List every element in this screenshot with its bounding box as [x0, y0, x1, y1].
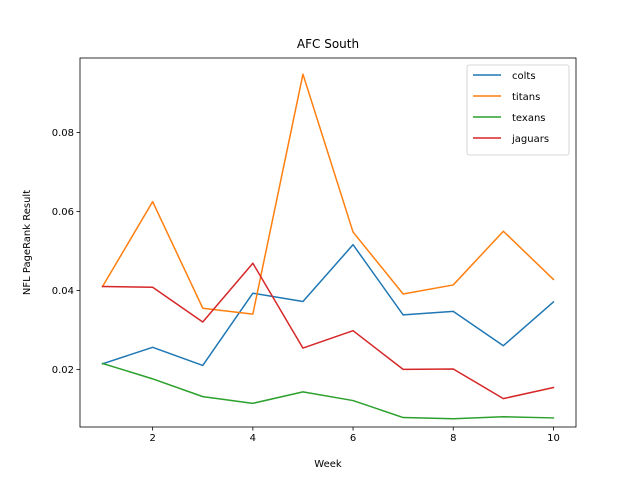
series-line-titans — [101, 73, 555, 315]
x-tick-label: 6 — [350, 433, 356, 444]
legend: colts titans texans jaguars — [466, 64, 570, 156]
series-line-jaguars — [101, 262, 555, 400]
series-lines — [101, 73, 555, 420]
y-tick-label: 0.04 — [52, 286, 74, 297]
series-line-colts — [101, 243, 555, 367]
y-tick-label: 0.08 — [52, 128, 74, 139]
legend-label-jaguars: jaguars — [511, 134, 549, 145]
legend-box — [466, 64, 570, 156]
y-axis: 0.02 0.04 0.06 0.08 — [52, 128, 80, 376]
legend-label-colts: colts — [512, 71, 536, 82]
y-axis-label: NFL PageRank Result — [22, 190, 33, 295]
series-line-texans — [101, 362, 555, 420]
y-tick-label: 0.02 — [52, 365, 74, 376]
x-axis: 2 4 6 8 10 — [149, 427, 560, 444]
x-tick-label: 8 — [450, 433, 456, 444]
x-tick-label: 4 — [250, 433, 256, 444]
chart-title: AFC South — [297, 37, 359, 51]
legend-label-texans: texans — [512, 113, 546, 124]
x-axis-label: Week — [314, 459, 342, 470]
plot-frame — [79, 57, 577, 428]
x-tick-label: 10 — [547, 433, 560, 444]
legend-label-titans: titans — [512, 92, 540, 103]
x-tick-label: 2 — [149, 433, 155, 444]
y-tick-label: 0.06 — [52, 207, 74, 218]
